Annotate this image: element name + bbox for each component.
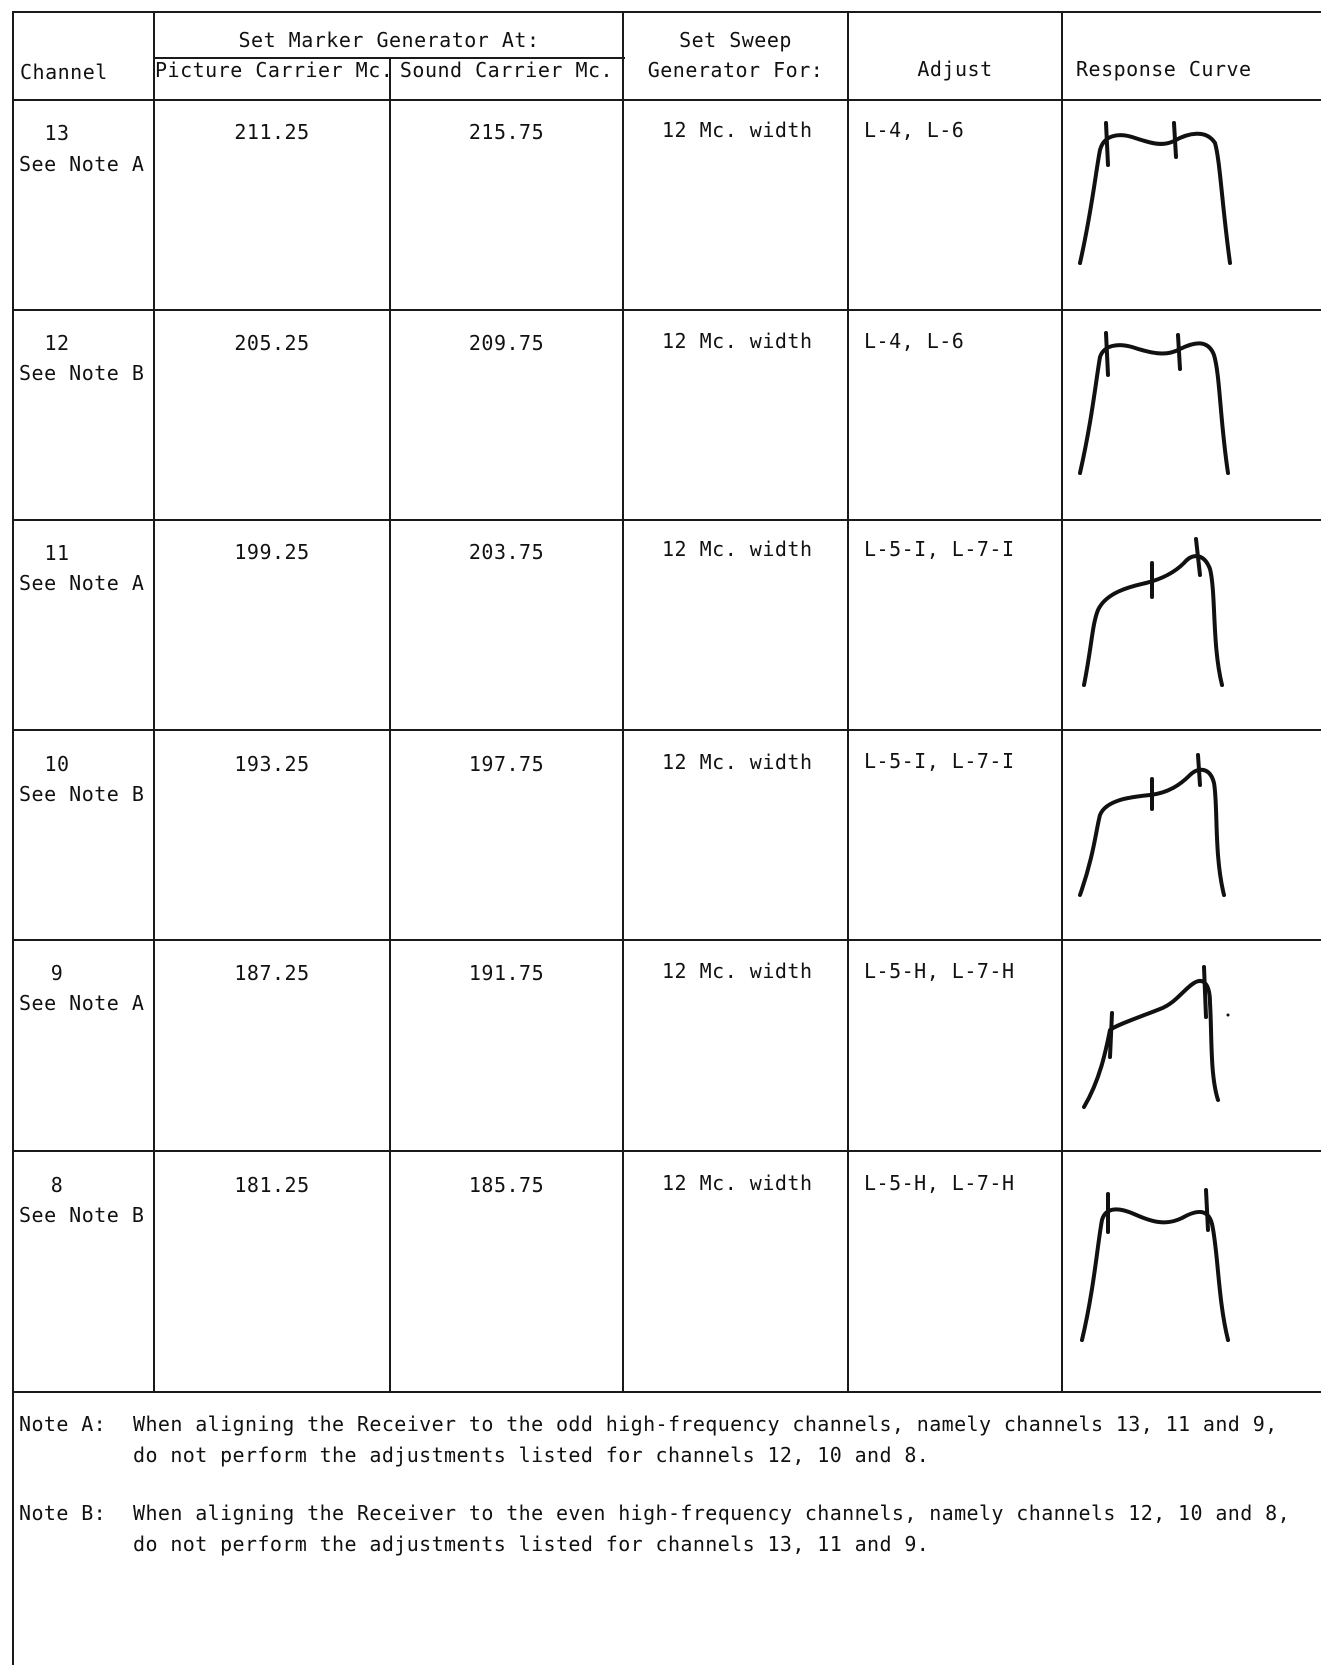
row-sweep: 12 Mc. width — [662, 1171, 813, 1195]
note-b: Note B: When aligning the Receiver to th… — [19, 1498, 1319, 1562]
row-divider — [12, 939, 1321, 941]
row-sweep: 12 Mc. width — [662, 118, 813, 142]
note-b-label: Note B: — [19, 1501, 107, 1525]
header-marker-group: Set Marker Generator At: — [238, 28, 540, 52]
row-divider — [12, 309, 1321, 311]
header-picture-carrier: Picture Carrier Mc. — [155, 58, 394, 82]
row-adjust: L-5-H, L-7-H — [864, 959, 1015, 983]
row-picture-carrier: 199.25 — [234, 540, 310, 564]
column-divider — [622, 11, 624, 1392]
response-curve-sketch — [1080, 1188, 1230, 1342]
row-sound-carrier: 203.75 — [468, 540, 545, 564]
table-top-border — [12, 11, 1321, 13]
header-bottom-border — [12, 99, 1321, 101]
row-adjust: L-5-I, L-7-I — [864, 537, 1015, 561]
row-sound-carrier: 197.75 — [468, 752, 545, 776]
row-sound-carrier: 209.75 — [468, 331, 545, 355]
row-note-ref: See Note B — [19, 1203, 145, 1227]
row-channel: 13 — [44, 121, 70, 145]
row-picture-carrier: 187.25 — [234, 961, 310, 985]
row-sweep: 12 Mc. width — [662, 537, 813, 561]
response-curve-sketch — [1082, 537, 1224, 687]
header-channel: Channel — [20, 60, 108, 84]
table-left-border — [12, 11, 14, 1665]
row-note-ref: See Note B — [19, 782, 145, 806]
row-sound-carrier: 185.75 — [468, 1173, 545, 1197]
row-sweep: 12 Mc. width — [662, 750, 813, 774]
note-a: Note A: When aligning the Receiver to th… — [19, 1409, 1319, 1473]
note-a-text: When aligning the Receiver to the odd hi… — [133, 1412, 1278, 1467]
header-adjust: Adjust — [917, 57, 993, 81]
row-channel: 11 — [44, 541, 70, 565]
row-note-ref: See Note B — [19, 361, 145, 385]
row-divider — [12, 729, 1321, 731]
column-divider — [1061, 11, 1063, 1392]
row-adjust: L-4, L-6 — [864, 118, 965, 142]
row-channel: 8 — [50, 1173, 64, 1197]
response-curve-sketch — [1082, 965, 1230, 1109]
table-bottom-border — [12, 1391, 1321, 1393]
row-sound-carrier: 215.75 — [468, 120, 545, 144]
row-sweep: 12 Mc. width — [662, 329, 813, 353]
row-adjust: L-5-H, L-7-H — [864, 1171, 1015, 1195]
row-note-ref: See Note A — [19, 571, 145, 595]
header-sweep-line1: Set Sweep — [679, 28, 792, 52]
row-channel: 10 — [44, 752, 70, 776]
row-picture-carrier: 205.25 — [234, 331, 310, 355]
row-sound-carrier: 191.75 — [468, 961, 545, 985]
header-sweep-line2: Generator For: — [647, 58, 824, 82]
response-curve-sketch — [1078, 331, 1230, 475]
row-channel: 12 — [44, 331, 70, 355]
note-a-label: Note A: — [19, 1412, 107, 1436]
row-sweep: 12 Mc. width — [662, 959, 813, 983]
column-divider — [389, 57, 391, 1392]
response-curve-sketch — [1078, 121, 1232, 265]
row-adjust: L-4, L-6 — [864, 329, 965, 353]
row-channel: 9 — [50, 961, 64, 985]
response-curve-sketch — [1078, 753, 1226, 897]
header-sound-carrier: Sound Carrier Mc. — [399, 58, 614, 82]
row-divider — [12, 519, 1321, 521]
header-response-curve: Response Curve — [1076, 57, 1252, 81]
row-note-ref: See Note A — [19, 991, 145, 1015]
column-divider — [847, 11, 849, 1392]
row-picture-carrier: 193.25 — [234, 752, 310, 776]
note-b-text: When aligning the Receiver to the even h… — [133, 1501, 1291, 1556]
row-note-ref: See Note A — [19, 152, 145, 176]
row-divider — [12, 1150, 1321, 1152]
row-adjust: L-5-I, L-7-I — [864, 749, 1015, 773]
column-divider — [153, 11, 155, 1392]
row-picture-carrier: 181.25 — [234, 1173, 310, 1197]
row-picture-carrier: 211.25 — [234, 120, 310, 144]
